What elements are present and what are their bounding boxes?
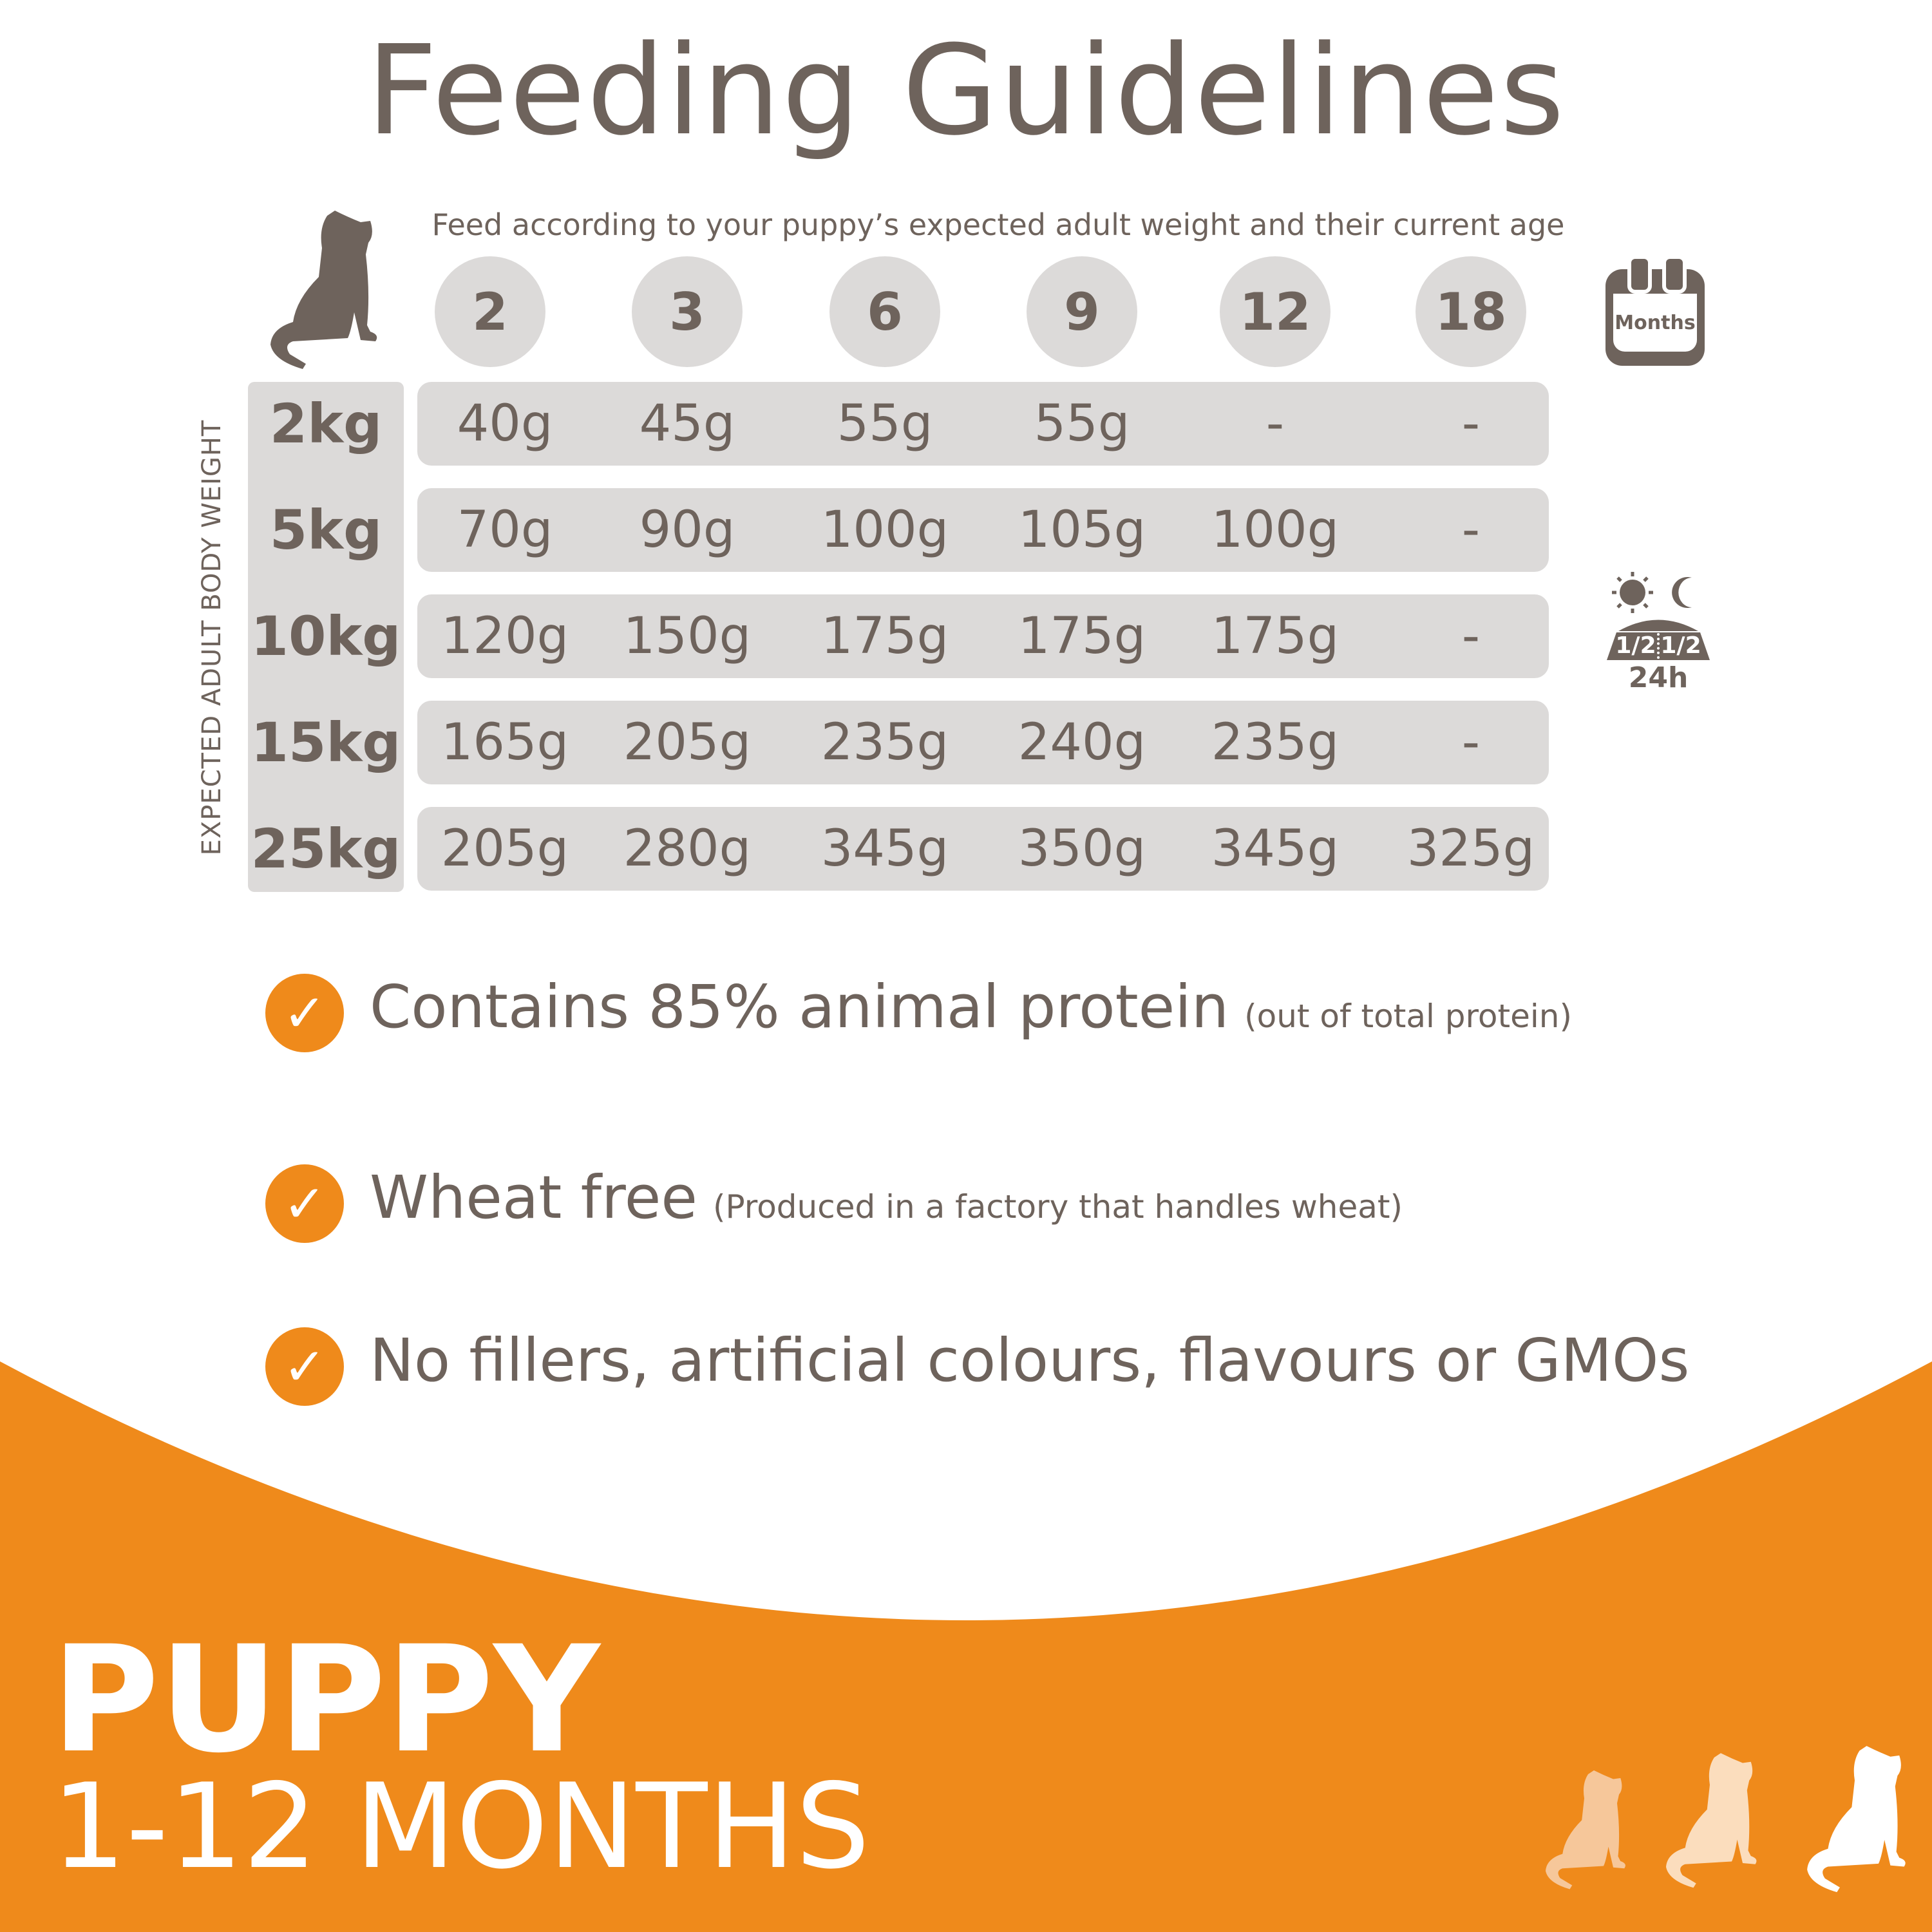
table-cell: 55g xyxy=(1034,395,1130,453)
weight-label: 25kg xyxy=(251,817,401,880)
table-cell: 105g xyxy=(1018,501,1146,559)
weight-axis-label: EXPECTED ADULT BODY WEIGHT xyxy=(197,419,227,856)
table-row xyxy=(417,807,1549,891)
split-left-label: 1/2 xyxy=(1615,632,1656,659)
feature-note: (out of total protein) xyxy=(1244,998,1572,1035)
feature-note: (Produced in a factory that handles whea… xyxy=(712,1188,1403,1226)
table-cell: 235g xyxy=(1211,714,1340,772)
age-18-months: 18 xyxy=(1416,256,1526,367)
table-cell: 55g xyxy=(837,395,933,453)
age-6-months: 6 xyxy=(829,256,940,367)
age-12-months: 12 xyxy=(1220,256,1331,367)
banner-title: PUPPY xyxy=(52,1614,600,1785)
puppy-large-icon xyxy=(1807,1746,1906,1893)
table-row xyxy=(417,701,1549,784)
dog-silhouette-icon xyxy=(270,211,377,369)
table-cell: - xyxy=(1265,395,1285,453)
table-cell: 165g xyxy=(440,714,569,772)
table-cell: 325g xyxy=(1406,820,1535,878)
banner-subtitle: 1-12 MONTHS xyxy=(52,1758,870,1895)
table-cell: 175g xyxy=(820,607,949,665)
table-cell: - xyxy=(1461,395,1481,453)
table-cell: 175g xyxy=(1211,607,1340,665)
table-cell: 205g xyxy=(623,714,752,772)
checkmark-icon: ✓ xyxy=(265,974,344,1052)
calendar-icon: Months xyxy=(1605,255,1705,366)
table-cell: 100g xyxy=(1211,501,1340,559)
table-cell: 100g xyxy=(820,501,949,559)
table-cell: 40g xyxy=(457,395,553,453)
instruction-text: Feed according to your puppy’s expected … xyxy=(431,207,1565,242)
split-right-label: 1/2 xyxy=(1660,632,1701,659)
weight-column xyxy=(248,382,404,892)
feature-text: Contains 85% animal protein xyxy=(370,972,1229,1041)
feature-item: No fillers, artificial colours, flavours… xyxy=(370,1326,1689,1410)
table-cell: - xyxy=(1461,714,1481,772)
table-cell: 280g xyxy=(623,820,752,878)
weight-label: 15kg xyxy=(251,711,401,774)
feature-item: Contains 85% animal protein (out of tota… xyxy=(370,972,1572,1056)
table-cell: 235g xyxy=(820,714,949,772)
table-cell: 90g xyxy=(639,501,735,559)
table-cell: - xyxy=(1461,607,1481,665)
table-cell: 120g xyxy=(440,607,569,665)
calendar-icon-label: Months xyxy=(1613,294,1697,352)
feature-text: Wheat free xyxy=(370,1163,697,1232)
weight-label: 2kg xyxy=(269,392,383,455)
age-2-months: 2 xyxy=(435,256,545,367)
table-row xyxy=(417,594,1549,678)
table-cell: 350g xyxy=(1018,820,1146,878)
table-cell: 175g xyxy=(1018,607,1146,665)
table-cell: 345g xyxy=(1211,820,1340,878)
feature-item: Wheat free (Produced in a factory that h… xyxy=(370,1163,1403,1247)
weight-label: 5kg xyxy=(269,498,383,562)
table-row xyxy=(417,488,1549,572)
age-3-months: 3 xyxy=(632,256,743,367)
table-cell: 205g xyxy=(440,820,569,878)
page-title: Feeding Guidelines xyxy=(366,19,1566,163)
table-cell: 45g xyxy=(639,395,735,453)
puppy-medium-icon xyxy=(1666,1753,1757,1888)
weight-label: 10kg xyxy=(251,605,401,668)
table-cell: 345g xyxy=(820,820,949,878)
puppy-small-icon xyxy=(1546,1770,1625,1889)
age-9-months: 9 xyxy=(1027,256,1137,367)
table-cell: 150g xyxy=(623,607,752,665)
table-cell: 240g xyxy=(1018,714,1146,772)
table-cell: - xyxy=(1461,501,1481,559)
checkmark-icon: ✓ xyxy=(265,1327,344,1406)
split-caption: 24h xyxy=(1628,661,1689,694)
day-night-split-icon: 1/2 1/2 24h xyxy=(1594,570,1723,705)
table-cell: 70g xyxy=(457,501,553,559)
checkmark-icon: ✓ xyxy=(265,1164,344,1243)
feature-text: No fillers, artificial colours, flavours… xyxy=(370,1326,1690,1395)
table-row xyxy=(417,382,1549,466)
